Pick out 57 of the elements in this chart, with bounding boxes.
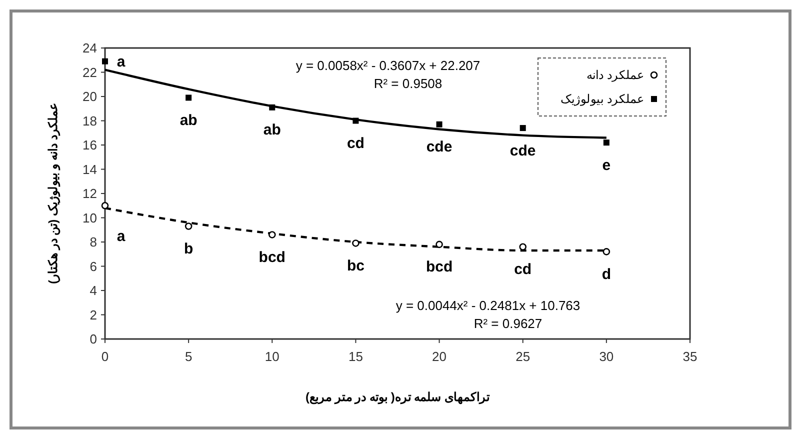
x-axis-title: تراکمهای سلمه تره( بوته در متر مربع)	[306, 390, 490, 405]
legend-label: عملکرد بیولوژیک	[560, 92, 644, 106]
point	[186, 94, 192, 101]
annotation: d	[602, 266, 612, 283]
point	[602, 248, 610, 256]
annotation: e	[602, 156, 611, 174]
x-tick-label: 15	[348, 349, 363, 364]
annotation: R² = 0.9627	[474, 316, 542, 331]
point	[268, 231, 276, 238]
annotation: a	[116, 228, 126, 245]
annotation: cd	[514, 261, 532, 278]
x-tick-label: 0	[101, 349, 109, 364]
y-tick-label: 2	[90, 307, 97, 322]
point	[436, 240, 443, 248]
point	[102, 58, 108, 64]
point	[352, 118, 359, 124]
y-tick-label: 10	[82, 210, 97, 226]
point	[352, 240, 360, 247]
annotation: ab	[180, 112, 198, 129]
y-tick-label: 20	[82, 89, 97, 104]
y-tick-label: 12	[82, 186, 97, 202]
annotation: ab	[263, 122, 281, 139]
y-tick-label: 22	[82, 64, 97, 80]
x-tick-label: 30	[599, 349, 614, 364]
point	[520, 125, 526, 132]
y-tick-label: 14	[82, 162, 97, 177]
annotation: R² = 0.9508	[374, 76, 442, 91]
y-tick-label: 16	[82, 138, 97, 153]
legend-label: عملکرد دانه	[586, 68, 644, 82]
x-tick-label: 20	[432, 349, 447, 364]
annotation: b	[184, 240, 194, 258]
x-tick-label: 10	[264, 349, 280, 364]
x-tick-label: 5	[184, 349, 192, 364]
x-tick-label: 35	[682, 349, 698, 364]
annotation: bcd	[258, 248, 286, 266]
annotation: cde	[426, 138, 452, 156]
annotation: y = 0.0058x² - 0.3607x + 22.207	[296, 58, 480, 73]
annotation: bc	[346, 257, 364, 274]
y-tick-label: 24	[82, 40, 97, 56]
y-tick-label: 0	[90, 332, 97, 347]
y-tick-label: 4	[90, 283, 97, 298]
x-tick-label: 25	[516, 349, 530, 364]
y-tick-label: 8	[90, 234, 97, 250]
annotation: cde	[510, 142, 536, 160]
y-axis-title: عملکرد دانه و بیولوژیک (تن در هکتار)	[46, 103, 61, 284]
annotation: bcd	[426, 258, 453, 276]
point	[101, 202, 109, 210]
annotation: a	[116, 54, 126, 71]
y-tick-label: 6	[90, 258, 97, 274]
point	[269, 104, 276, 110]
point	[603, 140, 610, 146]
point	[436, 121, 442, 128]
annotation: cd	[346, 135, 364, 152]
point	[184, 222, 192, 230]
y-tick-label: 18	[82, 113, 97, 128]
annotation: y = 0.0044x² - 0.2481x + 10.763	[396, 298, 580, 313]
point	[519, 243, 527, 250]
